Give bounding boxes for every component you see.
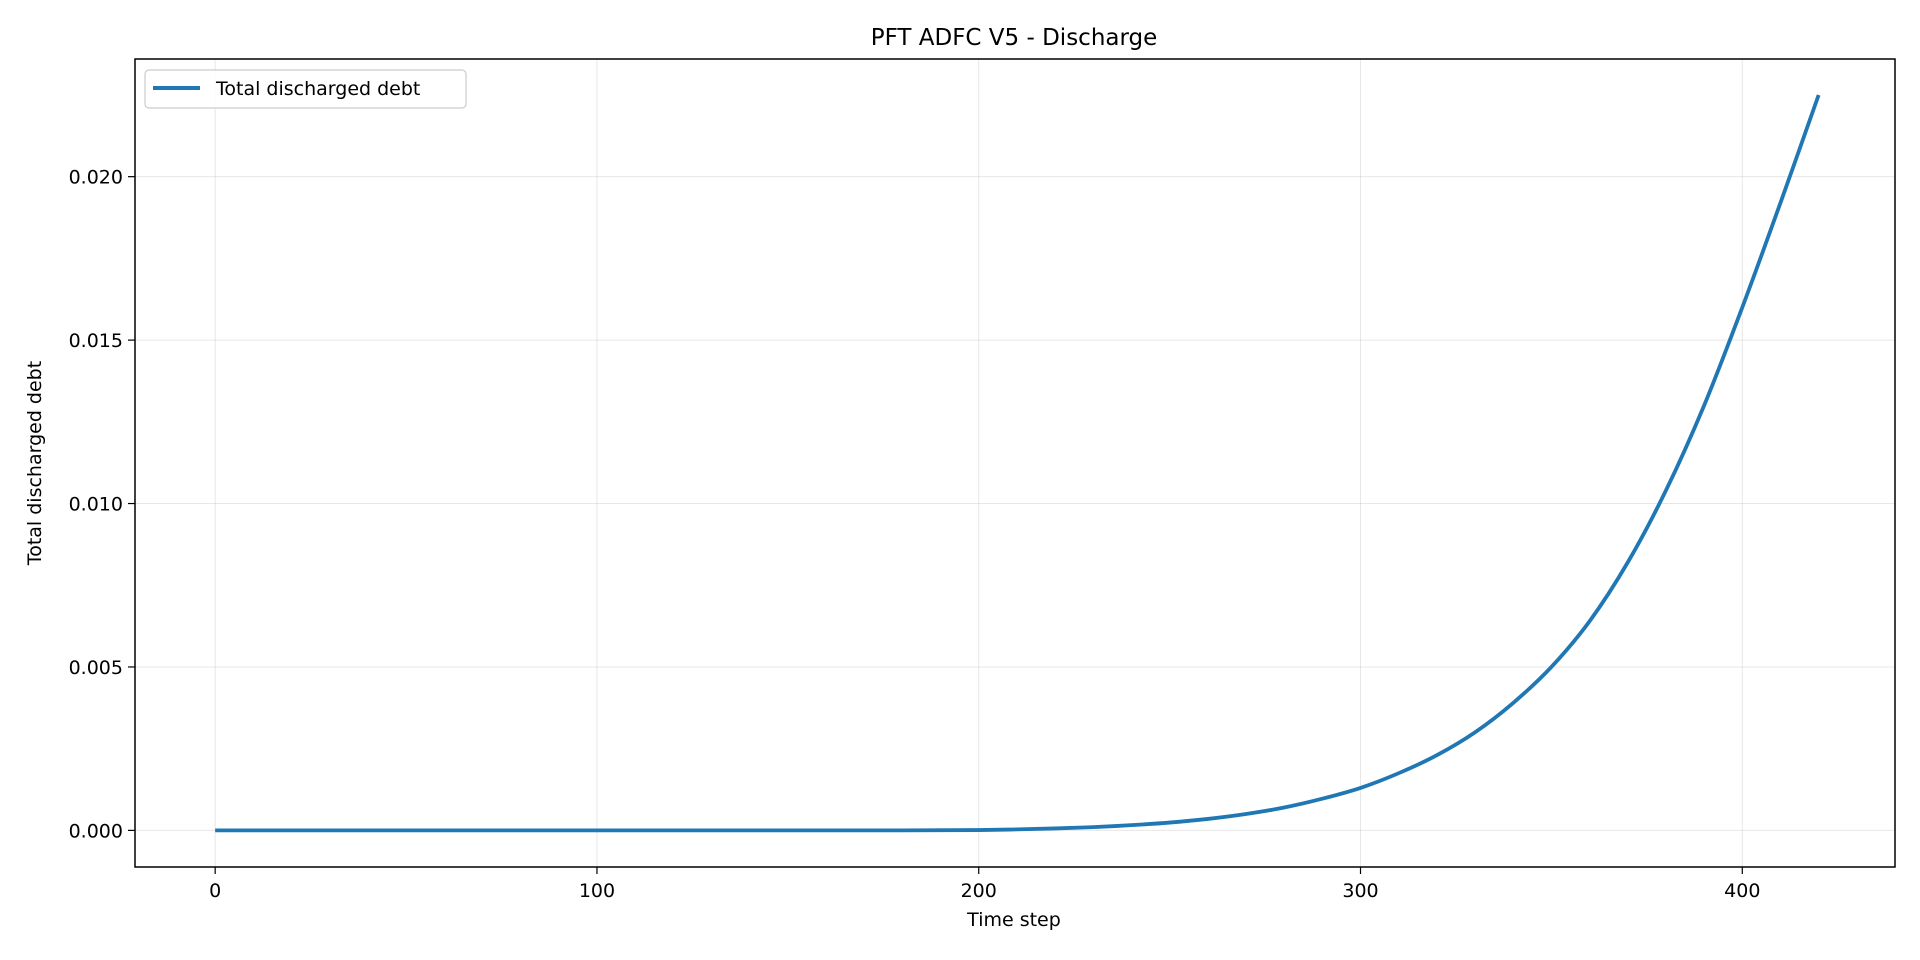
plot-frame xyxy=(134,58,1896,868)
legend-box xyxy=(144,69,467,109)
y-tick-label: 0.020 xyxy=(69,167,123,189)
x-axis-title: Time step xyxy=(966,909,1061,931)
y-axis-title: Total discharged debt xyxy=(24,361,46,566)
y-tick-label: 0.000 xyxy=(69,820,123,842)
y-tick-label: 0.005 xyxy=(69,657,123,679)
plot-area xyxy=(134,58,1896,868)
y-tick-label: 0.015 xyxy=(69,330,123,352)
series-group xyxy=(215,94,1821,833)
legend: Total discharged debt xyxy=(144,69,467,109)
y-tick-label: 0.010 xyxy=(69,494,123,516)
x-tick-label: 300 xyxy=(1342,880,1378,902)
x-tick-label: 100 xyxy=(579,880,615,902)
x-tick-label: 0 xyxy=(209,880,221,902)
plot-background xyxy=(135,59,1895,867)
x-tick-label: 200 xyxy=(961,880,997,902)
series-line xyxy=(215,94,1821,833)
y-axis: 0.000 0.005 0.010 0.015 0.020 xyxy=(69,167,135,842)
x-tick-label: 400 xyxy=(1724,880,1760,902)
x-axis: 0 100 200 300 400 xyxy=(209,867,1760,902)
chart-title: PFT ADFC V5 - Discharge xyxy=(871,25,1158,51)
legend-label: Total discharged debt xyxy=(215,78,420,100)
